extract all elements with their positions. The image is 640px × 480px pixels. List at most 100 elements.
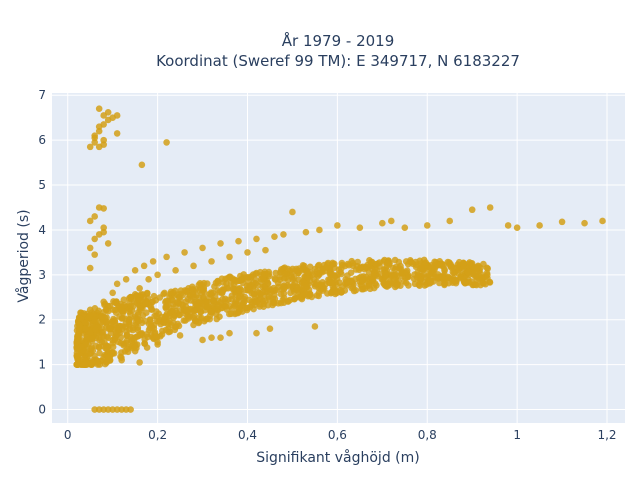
- data-point: [306, 277, 314, 284]
- x-tick-label: 1,2: [597, 428, 616, 442]
- data-point: [154, 271, 161, 279]
- data-point: [343, 278, 350, 285]
- data-point: [81, 361, 89, 368]
- data-point: [388, 217, 395, 225]
- data-point: [235, 287, 243, 295]
- data-point: [95, 334, 103, 341]
- data-point: [172, 267, 179, 274]
- data-point: [122, 276, 130, 283]
- data-point: [309, 271, 317, 278]
- data-point: [143, 309, 150, 317]
- data-point: [483, 269, 491, 277]
- data-point: [316, 226, 323, 234]
- data-point: [118, 356, 125, 364]
- data-point: [104, 302, 112, 310]
- data-point: [441, 266, 448, 273]
- y-tick-label: 4: [38, 223, 46, 237]
- data-point: [110, 298, 117, 305]
- data-point: [123, 331, 131, 339]
- data-point: [431, 258, 438, 266]
- data-point: [450, 269, 458, 277]
- data-point: [279, 296, 287, 304]
- data-point: [420, 271, 427, 278]
- data-point: [189, 283, 196, 291]
- data-point: [192, 317, 199, 324]
- data-point: [313, 292, 321, 299]
- x-axis-title: Signifikant våghöjd (m): [256, 449, 419, 466]
- data-point: [271, 275, 279, 282]
- data-point: [418, 264, 425, 272]
- data-point: [176, 332, 184, 339]
- data-point: [163, 139, 170, 146]
- data-point: [454, 261, 462, 268]
- data-point: [270, 284, 278, 292]
- data-point: [271, 291, 278, 299]
- data-point: [96, 349, 103, 357]
- data-point: [104, 109, 112, 116]
- data-point: [228, 292, 236, 300]
- data-point: [100, 228, 107, 236]
- data-point: [76, 315, 83, 322]
- data-point: [451, 277, 459, 284]
- data-point: [245, 296, 253, 304]
- data-point: [124, 345, 131, 353]
- data-point: [233, 300, 240, 308]
- data-point: [152, 297, 160, 304]
- data-point: [372, 260, 380, 268]
- data-point: [281, 270, 288, 278]
- data-point: [203, 303, 211, 311]
- data-point: [259, 288, 267, 296]
- data-point: [73, 338, 81, 346]
- data-point: [77, 343, 85, 350]
- data-point: [344, 272, 351, 279]
- data-point: [280, 231, 287, 238]
- data-point: [180, 317, 188, 324]
- data-point: [330, 285, 338, 293]
- data-point: [153, 333, 161, 340]
- x-axis-ticks: 0 0,2 0,4 0,6 0,8 1 1,2: [64, 428, 617, 442]
- data-point: [301, 262, 308, 270]
- data-point: [154, 341, 161, 348]
- data-point: [134, 296, 142, 304]
- data-point: [468, 278, 475, 285]
- data-point: [382, 276, 389, 284]
- y-tick-label: 1: [38, 358, 46, 372]
- data-point: [235, 237, 242, 245]
- data-point: [237, 292, 244, 300]
- data-point: [220, 279, 227, 286]
- data-point: [245, 283, 252, 291]
- data-point: [358, 283, 366, 290]
- y-tick-label: 6: [38, 133, 46, 147]
- data-point: [303, 283, 311, 291]
- data-point: [352, 275, 359, 283]
- data-point: [319, 266, 326, 274]
- data-point: [280, 283, 287, 290]
- data-point: [359, 277, 366, 285]
- data-point: [206, 312, 214, 320]
- data-point: [436, 279, 443, 287]
- data-point: [131, 343, 139, 350]
- data-point: [344, 260, 352, 268]
- data-point: [269, 301, 276, 309]
- data-point: [302, 228, 310, 236]
- data-point: [483, 264, 491, 272]
- data-point: [159, 327, 166, 335]
- data-point: [338, 288, 346, 296]
- data-point: [153, 317, 161, 325]
- data-point: [446, 217, 454, 225]
- data-point: [106, 324, 113, 332]
- data-point: [382, 270, 389, 278]
- data-point: [136, 285, 143, 292]
- data-point: [386, 281, 393, 289]
- data-point: [101, 314, 109, 322]
- data-point: [286, 283, 293, 290]
- data-point: [118, 349, 125, 356]
- data-point: [91, 251, 98, 258]
- data-point: [411, 280, 419, 288]
- data-point: [200, 279, 208, 287]
- data-point: [294, 284, 301, 292]
- data-point: [217, 334, 224, 341]
- data-point: [178, 301, 186, 309]
- data-point: [91, 235, 98, 243]
- data-point: [135, 308, 142, 316]
